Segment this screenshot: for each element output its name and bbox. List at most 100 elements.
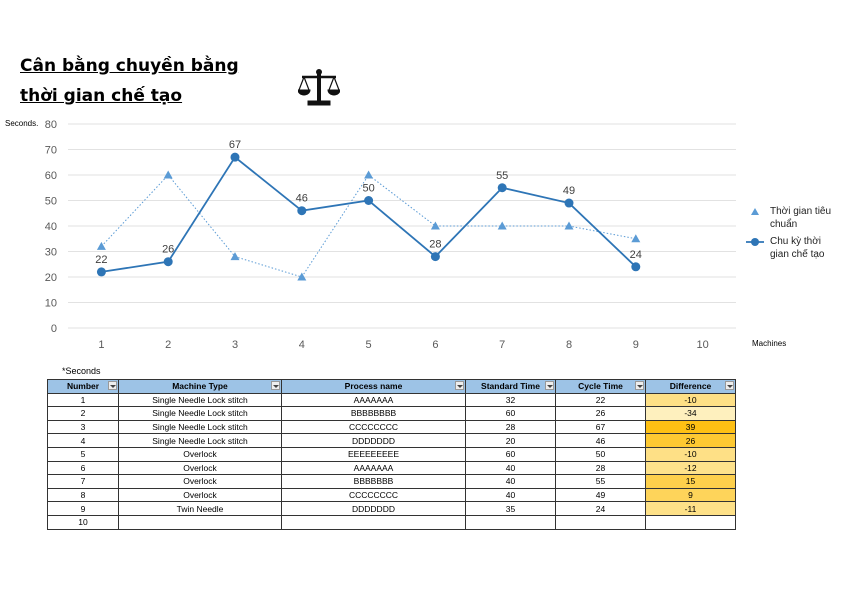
y-tick-label: 20 [45,272,57,284]
table: Number Machine Type Process name Standard T… [47,379,736,530]
table-cell: 3 [47,419,119,435]
legend-symbol [751,208,759,215]
x-tick-label: 3 [232,339,238,351]
table-cell: 49 [555,487,646,503]
table-cell: AAAAAAA [281,392,466,408]
y-tick-label: 70 [45,145,57,157]
header-row: Number Machine Type Process name Standard T… [47,379,736,394]
table-cell: 50 [555,446,646,462]
x-tick-label: 6 [432,339,438,351]
table-cell: 40 [465,487,556,503]
marker [297,206,307,216]
table-cell: -10 [645,446,736,462]
legend-label: Thời gian tiêu chuẩn [770,206,832,230]
table-cell: BBBBBBBB [281,406,466,421]
table-cell: Single Needle Lock stitch [118,433,282,448]
table-cell: Twin Needle [118,501,282,516]
data-label: 49 [563,185,575,197]
table-row: 8 Overlock CCCCCCCC 40 49 9 [47,487,736,503]
table-cell: 32 [465,392,556,408]
marker [96,267,106,277]
title: thời gian chế tạo [20,86,183,106]
table-row: 7 Overlock BBBBBBB 40 55 15 [47,474,736,489]
y-axis-label: Seconds. [5,119,38,128]
table-row: 6 Overlock AAAAAAA 40 28 -12 [47,460,736,476]
x-tick-label: 4 [299,339,305,351]
table-cell: 8 [47,487,119,503]
x-tick-label: 5 [366,339,372,351]
table-cell: -10 [645,392,736,408]
data-label: 67 [229,139,241,151]
table-row: 9 Twin Needle DDDDDDD 35 24 -11 [47,501,736,516]
y-tick-label: 50 [45,196,57,208]
data-label: 50 [362,183,374,195]
table-cell: 5 [47,446,119,462]
table-cell [555,514,646,530]
y-tick-label: 80 [45,119,57,131]
marker [564,198,574,208]
column-header-text: Standard Time [481,381,540,392]
table-cell [281,514,466,530]
table-row: 1 Single Needle Lock stitch AAAAAAA 32 22 -10 [47,392,736,408]
filter-button [725,381,734,390]
filter-button [635,381,644,390]
table-cell: 26 [645,433,736,448]
table-cell: DDDDDDD [281,501,466,516]
table-cell: 28 [465,419,556,435]
x-tick-label: 10 [696,339,708,351]
legend-label: Chu kỳ thời gian chế tạo [770,236,825,260]
table-cell: DDDDDDD [281,433,466,448]
table-cell: 67 [555,419,646,435]
marker [497,221,507,230]
table-row: 3 Single Needle Lock stitch CCCCCCCC 28 67 39 [47,419,736,435]
x-tick-label: 9 [633,339,639,351]
table-cell: Single Needle Lock stitch [118,406,282,421]
table-cell: Overlock [118,474,282,489]
table-cell [118,514,282,530]
table-cell [465,514,556,530]
marker [96,241,106,250]
column-header-text: Difference [669,381,712,392]
table-cell: -12 [645,460,736,476]
table-cell: 60 [465,406,556,421]
table-cell: BBBBBBB [281,474,466,489]
table-cell: 40 [465,460,556,476]
data-label: 24 [630,249,642,261]
legend: Thời gian tiêu chuẩn Chu kỳ thời gian chế… [746,205,841,265]
marker [430,252,440,262]
y-tick-label: 30 [45,247,57,259]
column-header-text: Machine Type [172,381,228,392]
table-cell: EEEEEEEEE [281,446,466,462]
filter-button [271,381,280,390]
table-cell: 22 [555,392,646,408]
table-row: 2 Single Needle Lock stitch BBBBBBBB 60 26 -3… [47,406,736,421]
x-tick-label: 2 [165,339,171,351]
table-cell: AAAAAAA [281,460,466,476]
table-cell: 26 [555,406,646,421]
table-row: 5 Overlock EEEEEEEEE 60 50 -10 [47,446,736,462]
marker [631,234,641,243]
table-cell: 2 [47,406,119,421]
table-cell: 1 [47,392,119,408]
table-cell: 15 [645,474,736,489]
table-cell: 20 [465,433,556,448]
column-header: Process name [281,379,466,394]
table-cell: 40 [465,474,556,489]
marker [430,221,440,230]
table-row: 10 [47,514,736,530]
data-label: 28 [429,239,441,251]
data-label: 46 [296,193,308,205]
table-cell: -34 [645,406,736,421]
x-tick-label: 7 [499,339,505,351]
marker [497,183,507,193]
table-cell: Overlock [118,460,282,476]
marker [364,196,374,205]
marker [230,152,240,162]
legend-marker [751,208,759,215]
table-cell: 6 [47,460,119,476]
table-cell: 60 [465,446,556,462]
table-cell: 46 [555,433,646,448]
table-cell: Single Needle Lock stitch [118,419,282,435]
y-tick-label: 40 [45,221,57,233]
marker [297,272,307,281]
